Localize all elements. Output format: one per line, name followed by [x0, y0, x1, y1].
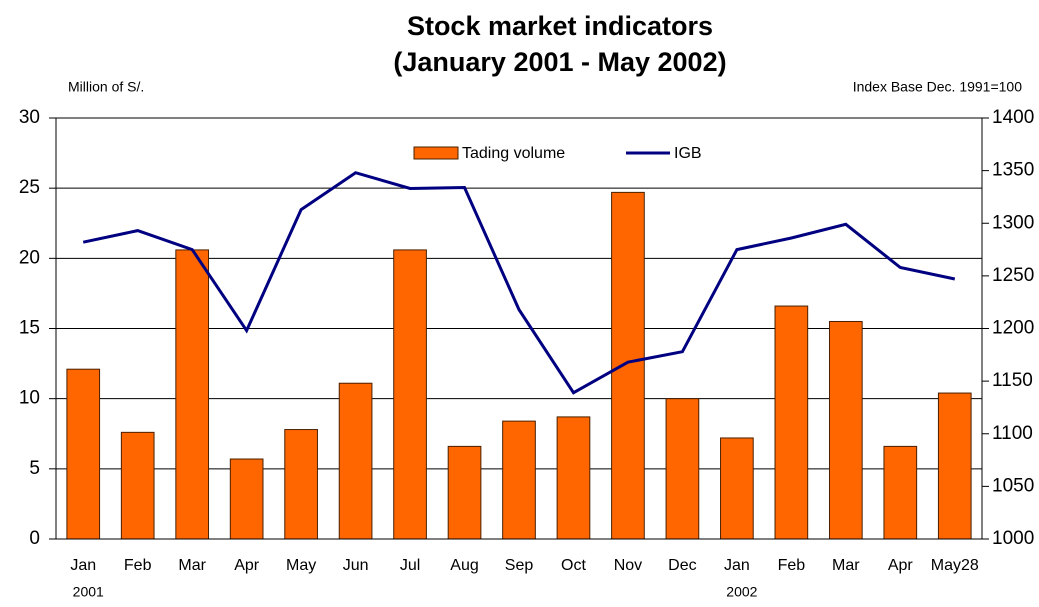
y2-axis-label: Index Base Dec. 1991=100: [853, 79, 1023, 95]
bar: [611, 191, 645, 540]
legend-swatch: [413, 146, 459, 160]
bar: [883, 445, 918, 540]
chart-title: Stock market indicators: [407, 11, 713, 41]
x-tick-label: Jul: [400, 557, 420, 574]
bar: [828, 320, 863, 540]
bar: [937, 392, 972, 540]
bar: [720, 437, 754, 540]
bar: [502, 420, 536, 540]
x-tick-label: Apr: [234, 557, 260, 574]
bar: [120, 431, 155, 540]
y2-tick-label: 1250: [992, 265, 1034, 286]
x-tick-label: Dec: [668, 557, 696, 574]
x-tick-label: Nov: [614, 557, 642, 574]
y-tick-label: 15: [19, 318, 40, 339]
bar: [774, 305, 809, 540]
x-tick-label: Aug: [450, 557, 478, 574]
legend-label: Tading volume: [462, 145, 565, 162]
legend-label: IGB: [674, 145, 702, 162]
y-tick-label: 30: [19, 107, 40, 128]
x-tick-label: May28: [931, 557, 979, 574]
y-tick-label: 20: [19, 247, 40, 268]
y2-tick-label: 1300: [992, 212, 1034, 233]
year-label: 2002: [726, 584, 757, 600]
bar: [284, 429, 318, 540]
bar: [665, 398, 700, 540]
chart-subtitle: (January 2001 - May 2002): [393, 47, 726, 77]
y-tick-label: 25: [19, 177, 40, 198]
y2-tick-label: 1400: [992, 107, 1034, 128]
y2-tick-label: 1350: [992, 160, 1034, 181]
y-tick-label: 10: [19, 388, 40, 409]
x-tick-label: Feb: [124, 557, 152, 574]
bar: [556, 416, 591, 540]
x-tick-label: Jan: [724, 557, 750, 574]
bar: [393, 249, 427, 540]
y2-tick-label: 1000: [992, 528, 1034, 549]
x-tick-label: Sep: [505, 557, 534, 574]
bar: [447, 445, 482, 540]
bar: [175, 249, 210, 540]
year-label: 2001: [73, 584, 104, 600]
x-tick-label: Mar: [178, 557, 206, 574]
x-tick-label: Apr: [888, 557, 914, 574]
x-tick-label: Oct: [561, 557, 586, 574]
y2-tick-label: 1100: [992, 423, 1033, 444]
y2-tick-label: 1050: [992, 475, 1034, 496]
bar: [338, 382, 373, 540]
x-tick-label: Jan: [70, 557, 96, 574]
y-tick-label: 0: [29, 528, 40, 549]
y2-tick-label: 1200: [992, 318, 1034, 339]
y-tick-label: 5: [29, 458, 40, 479]
y2-tick-label: 1150: [992, 370, 1033, 391]
x-tick-label: May: [286, 557, 316, 574]
x-tick-label: Jun: [343, 557, 369, 574]
line: [82, 171, 956, 395]
y-axis-label: Million of S/.: [68, 79, 144, 95]
bar: [229, 458, 264, 540]
bar: [66, 368, 101, 540]
x-tick-label: Feb: [778, 557, 806, 574]
x-tick-label: Mar: [832, 557, 860, 574]
